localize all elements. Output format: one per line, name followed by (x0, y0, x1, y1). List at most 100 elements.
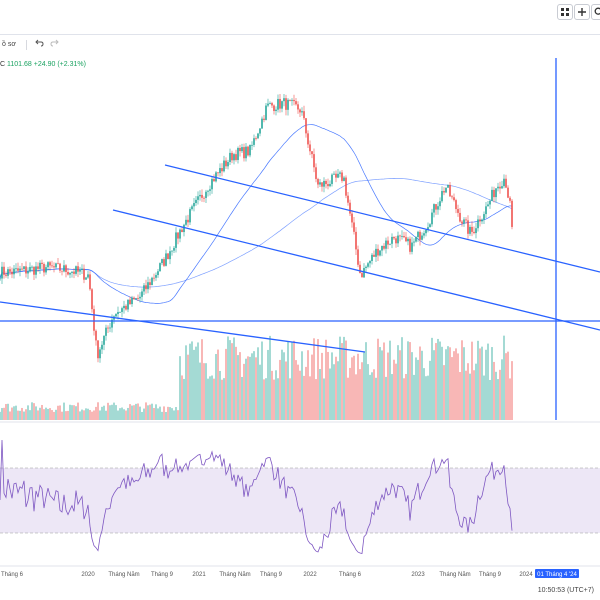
candle-body (449, 184, 451, 197)
candle-body (117, 312, 119, 315)
candle-body (323, 180, 325, 187)
candle-body (129, 299, 131, 305)
volume-bar (347, 377, 349, 420)
candle-body (23, 266, 25, 269)
candle-body (439, 201, 441, 207)
volume-bar (479, 348, 481, 420)
candle-body (53, 266, 55, 268)
volume-bar (31, 402, 33, 420)
candle-body (109, 327, 111, 329)
candle-body (37, 266, 39, 269)
volume-bar (49, 408, 51, 420)
candle-body (9, 269, 11, 272)
candle-body (257, 133, 259, 139)
volume-bar (257, 347, 259, 420)
candle-body (111, 319, 113, 328)
volume-bar (209, 376, 211, 420)
volume-bar (311, 354, 313, 420)
candle-body (93, 309, 95, 331)
volume-bar (51, 410, 53, 420)
volume-bar (285, 361, 287, 420)
volume-bar (73, 405, 75, 420)
candle-body (243, 147, 245, 159)
candle-body (55, 263, 57, 268)
undo-icon[interactable] (34, 38, 44, 50)
candle-body (249, 145, 251, 156)
plus-icon[interactable] (574, 4, 590, 20)
volume-bar (293, 340, 295, 420)
chart-subtoolbar: ồ sơ (0, 38, 600, 54)
candle-body (459, 212, 461, 222)
search-icon[interactable] (591, 4, 600, 20)
volume-bar (387, 352, 389, 420)
candle-body (239, 147, 241, 152)
volume-bar (21, 407, 23, 420)
volume-bar (313, 338, 315, 420)
x-tick-label: 2021 (192, 572, 206, 578)
x-tick-label: Tháng Năm (219, 572, 250, 578)
trendline (164, 164, 600, 273)
volume-bar (77, 402, 79, 420)
volume-bar (443, 365, 445, 420)
volume-bar (175, 407, 177, 420)
candle-body (415, 237, 417, 242)
volume-bar (0, 411, 1, 420)
candle-body (57, 263, 59, 265)
candle-body (231, 152, 233, 161)
candle-body (467, 220, 469, 234)
volume-bar (227, 336, 229, 420)
candle-body (125, 305, 127, 310)
volume-bar (225, 348, 227, 420)
candle-body (279, 98, 281, 109)
candle-body (181, 229, 183, 233)
trendlines[interactable] (0, 164, 600, 353)
volume-bar (223, 378, 225, 420)
volume-bar (419, 346, 421, 420)
volume-bar (69, 404, 71, 420)
volume-bar (35, 406, 37, 420)
volume-bar (491, 347, 493, 420)
volume-bar (153, 407, 155, 420)
volume-bar (151, 403, 153, 420)
volume-bar (97, 402, 99, 420)
candle-body (169, 251, 171, 260)
candle-body (383, 245, 385, 249)
candle-body (193, 203, 195, 207)
volume-bar (427, 375, 429, 420)
volume-bar (509, 378, 511, 420)
volume-bar (237, 355, 239, 420)
volume-bar (499, 369, 501, 420)
candle-body (225, 160, 227, 167)
candle-body (253, 138, 255, 145)
candle-body (335, 173, 337, 178)
x-tick-label: Tháng 9 (151, 572, 174, 578)
candle-body (475, 228, 477, 234)
toolbar-divider (0, 34, 600, 35)
volume-bar (11, 407, 13, 420)
candle-body (465, 219, 467, 221)
chart-type-selector[interactable]: ồ sơ (2, 41, 16, 48)
candle-body (471, 226, 473, 232)
candle-body (365, 266, 367, 268)
volume-bar (507, 351, 509, 420)
volume-bar (13, 406, 15, 420)
candle-body (423, 233, 425, 236)
volume-bar (423, 368, 425, 420)
volume-bar (27, 405, 29, 420)
candle-body (107, 327, 109, 329)
volume-bar (199, 362, 201, 420)
volume-bar (391, 374, 393, 420)
volume-bar (453, 351, 455, 420)
candle-body (359, 264, 361, 274)
volume-bar (269, 335, 271, 420)
volume-bar (471, 341, 473, 420)
grid-icon[interactable] (557, 4, 573, 20)
volume-bar (197, 342, 199, 420)
volume-bar (315, 379, 317, 420)
candle-body (99, 349, 101, 359)
candle-body (355, 231, 357, 250)
volume-bar (191, 341, 193, 420)
redo-icon[interactable] (50, 38, 60, 50)
volume-bar (433, 350, 435, 420)
